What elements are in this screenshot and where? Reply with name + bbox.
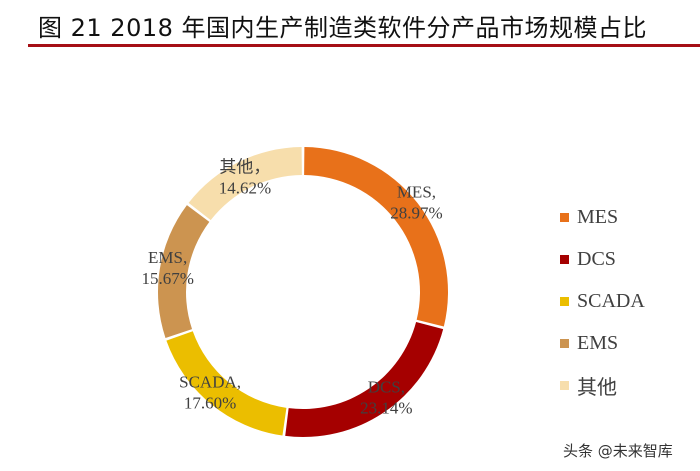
data-label: 其他， 14.62% xyxy=(219,158,271,198)
donut-segment-dcs xyxy=(285,321,444,437)
legend-item-scada: SCADA xyxy=(560,280,645,322)
donut-segment-其他 xyxy=(188,147,302,221)
legend-item-mes: MES xyxy=(560,196,645,238)
legend-label: MES xyxy=(577,205,619,228)
chart-title: 图 21 2018 年国内生产制造类软件分产品市场规模占比 xyxy=(38,14,648,42)
donut-segment-scada xyxy=(166,331,287,436)
legend-item-other: 其他 xyxy=(560,364,645,406)
data-label: SCADA, 17.60% xyxy=(179,372,241,412)
legend-swatch xyxy=(560,338,569,348)
legend-item-ems: EMS xyxy=(560,322,645,364)
legend-label: 其他 xyxy=(577,376,617,399)
legend: MES DCS SCADA EMS 其他 xyxy=(560,196,645,406)
data-label: EMS, 15.67% xyxy=(141,248,193,288)
legend-label: EMS xyxy=(577,331,619,354)
title-underline xyxy=(28,44,700,47)
legend-label: DCS xyxy=(577,247,616,270)
legend-swatch xyxy=(560,296,569,306)
legend-swatch xyxy=(560,254,569,264)
legend-swatch xyxy=(560,380,569,390)
donut-segment-mes xyxy=(304,147,448,327)
legend-swatch xyxy=(560,212,569,222)
donut-segment-ems xyxy=(158,205,210,338)
watermark: 头条 @未来智库 xyxy=(563,442,673,460)
data-label: DCS, 23.14% xyxy=(360,378,412,418)
legend-label: SCADA xyxy=(577,289,645,312)
data-label: MES, 28.97% xyxy=(390,183,442,223)
legend-item-dcs: DCS xyxy=(560,238,645,280)
